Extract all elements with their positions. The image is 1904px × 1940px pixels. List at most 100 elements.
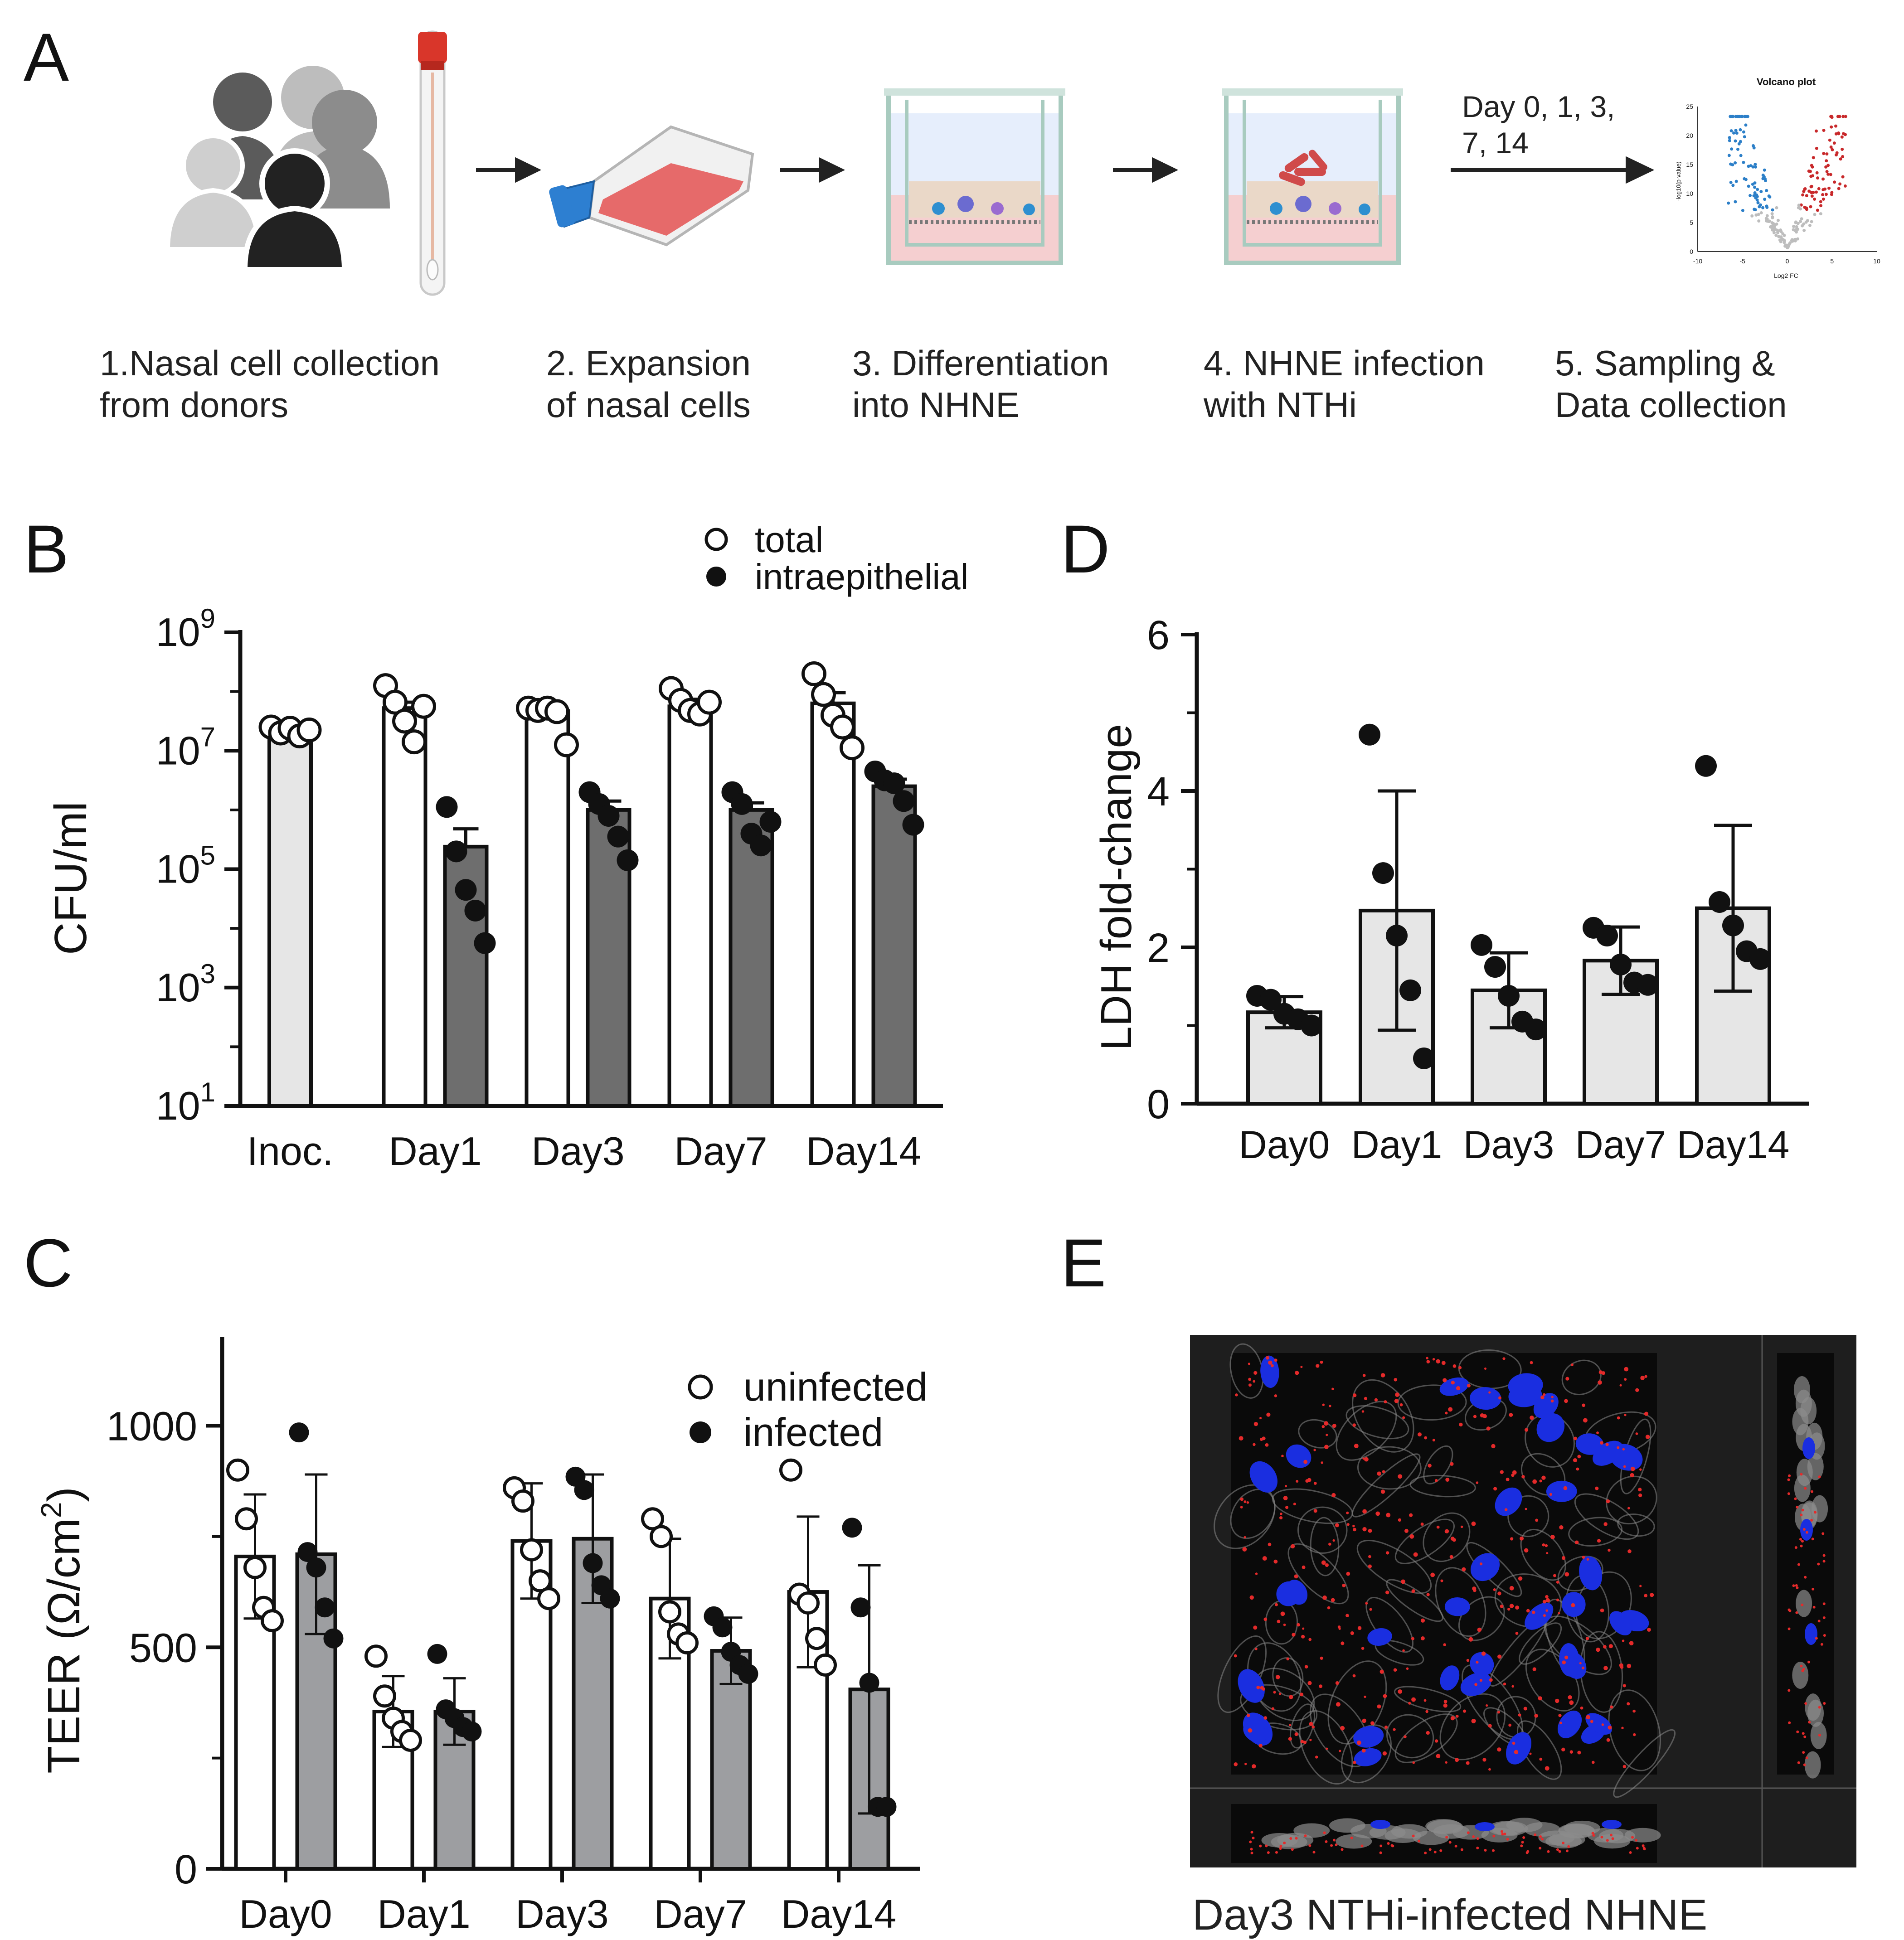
volcano-point (1804, 220, 1808, 224)
x-tick-label-day14: Day14 (806, 1129, 921, 1174)
bacteria-signal (1571, 1363, 1574, 1366)
volcano-point (1730, 115, 1734, 118)
bacteria-signal (1486, 1704, 1488, 1707)
y-axis-label-sup: 2 (35, 1502, 68, 1518)
bacteria-signal (1307, 1681, 1312, 1685)
volcano-point (1835, 151, 1839, 155)
bacteria-signal (1409, 1513, 1413, 1517)
data-point-intraepithelial (883, 772, 905, 795)
cell-membrane (1394, 1686, 1462, 1712)
bar-total (525, 709, 570, 1108)
xz-bacteria (1558, 1850, 1561, 1853)
volcano-point (1827, 186, 1831, 190)
volcano-point (1772, 231, 1776, 235)
bacteria-signal (1520, 1536, 1524, 1541)
bacteria-signal (1610, 1705, 1613, 1709)
volcano-point (1747, 184, 1750, 188)
bacteria-signal (1362, 1527, 1367, 1532)
xz-bacteria (1428, 1848, 1432, 1851)
bacteria-signal (1248, 1363, 1250, 1365)
xz-bacteria (1379, 1844, 1383, 1848)
volcano-point (1815, 171, 1819, 175)
xz-bacteria (1259, 1844, 1262, 1848)
bacteria-signal (1526, 1609, 1530, 1613)
volcano-point (1807, 169, 1811, 173)
bacteria-signal (1633, 1733, 1636, 1736)
bacteria-signal (1443, 1703, 1447, 1708)
yz-cell (1796, 1459, 1813, 1486)
bacteria-signal (1502, 1357, 1506, 1360)
bar-total (267, 730, 313, 1108)
bacteria-signal (1600, 1608, 1604, 1613)
volcano-point (1779, 235, 1783, 239)
volcano-point (1830, 125, 1833, 129)
volcano-point (1739, 154, 1743, 157)
bacteria-signal (1497, 1591, 1501, 1596)
bacteria-signal (1402, 1416, 1405, 1419)
nucleus (1470, 1553, 1500, 1581)
panel-letter-c: C (24, 1225, 73, 1301)
bacteria-signal (1436, 1359, 1441, 1364)
volcano-point (1809, 185, 1813, 189)
bacteria-signal (1253, 1443, 1256, 1446)
bacteria-signal (1466, 1761, 1470, 1765)
panel-letter-b: B (24, 511, 69, 587)
bacteria-signal (1506, 1477, 1510, 1481)
volcano-point (1751, 144, 1755, 147)
volcano-point (1771, 228, 1774, 232)
bacteria-signal (1329, 1404, 1331, 1407)
bacteria-signal (1240, 1506, 1243, 1508)
bacteria-signal (1432, 1439, 1435, 1442)
step-2-line-1: 2. Expansion (546, 343, 751, 383)
step-2-label: 2. Expansion of nasal cells (546, 342, 751, 426)
bacteria-signal (1545, 1598, 1550, 1603)
yz-bacteria (1822, 1554, 1826, 1557)
volcano-y-tick: 5 (1690, 219, 1693, 226)
xz-bacteria (1308, 1844, 1311, 1847)
bacteria-signal (1488, 1391, 1491, 1394)
bacteria-signal (1418, 1432, 1422, 1437)
bacteria-signal (1591, 1761, 1595, 1764)
volcano-point (1825, 170, 1829, 174)
bacteria-signal (1632, 1709, 1636, 1713)
legend-label-infected: infected (743, 1410, 883, 1455)
bacteria-signal (1383, 1694, 1387, 1698)
yz-bacteria (1804, 1576, 1807, 1579)
xz-bacteria (1445, 1836, 1448, 1839)
volcano-point (1746, 115, 1749, 118)
xz-bacteria (1325, 1840, 1328, 1843)
xz-bacteria (1476, 1837, 1479, 1840)
bacteria-signal (1345, 1614, 1349, 1618)
cell-membrane (1356, 1540, 1432, 1594)
y-axis-label-main: TEER (Ω/cm (39, 1518, 89, 1774)
bacteria-signal (1325, 1563, 1329, 1567)
bacteria-signal (1621, 1727, 1624, 1729)
yz-bacteria (1792, 1584, 1795, 1587)
xz-bacteria (1424, 1852, 1427, 1855)
x-tick-label-day7: Day7 (674, 1129, 767, 1174)
volcano-point (1787, 242, 1791, 246)
xz-bacteria (1492, 1849, 1495, 1852)
transwell-infection-icon (1222, 88, 1403, 265)
data-point-infected (289, 1422, 309, 1443)
data-point-uninfected (373, 1684, 396, 1708)
bacteria-signal (1357, 1626, 1362, 1630)
bacteria-signal (1393, 1668, 1397, 1672)
bacteria-signal (1277, 1620, 1281, 1624)
bacteria-signal (1635, 1432, 1638, 1435)
volcano-y-tick: 15 (1686, 161, 1693, 168)
tick-base: 10 (156, 1083, 200, 1128)
bacteria-signal (1259, 1416, 1262, 1420)
bacteria-signal (1362, 1718, 1366, 1723)
bacteria-signal (1263, 1716, 1268, 1720)
tick-base: 10 (156, 610, 200, 655)
volcano-point (1814, 129, 1818, 133)
yz-bacteria (1818, 1734, 1821, 1737)
volcano-point (1761, 206, 1765, 209)
bacteria-signal (1353, 1761, 1356, 1764)
bacteria-signal (1493, 1487, 1497, 1491)
data-point-uninfected (779, 1458, 802, 1482)
bacteria-signal (1445, 1411, 1448, 1415)
volcano-point (1813, 197, 1817, 201)
bacteria-signal (1430, 1572, 1435, 1577)
